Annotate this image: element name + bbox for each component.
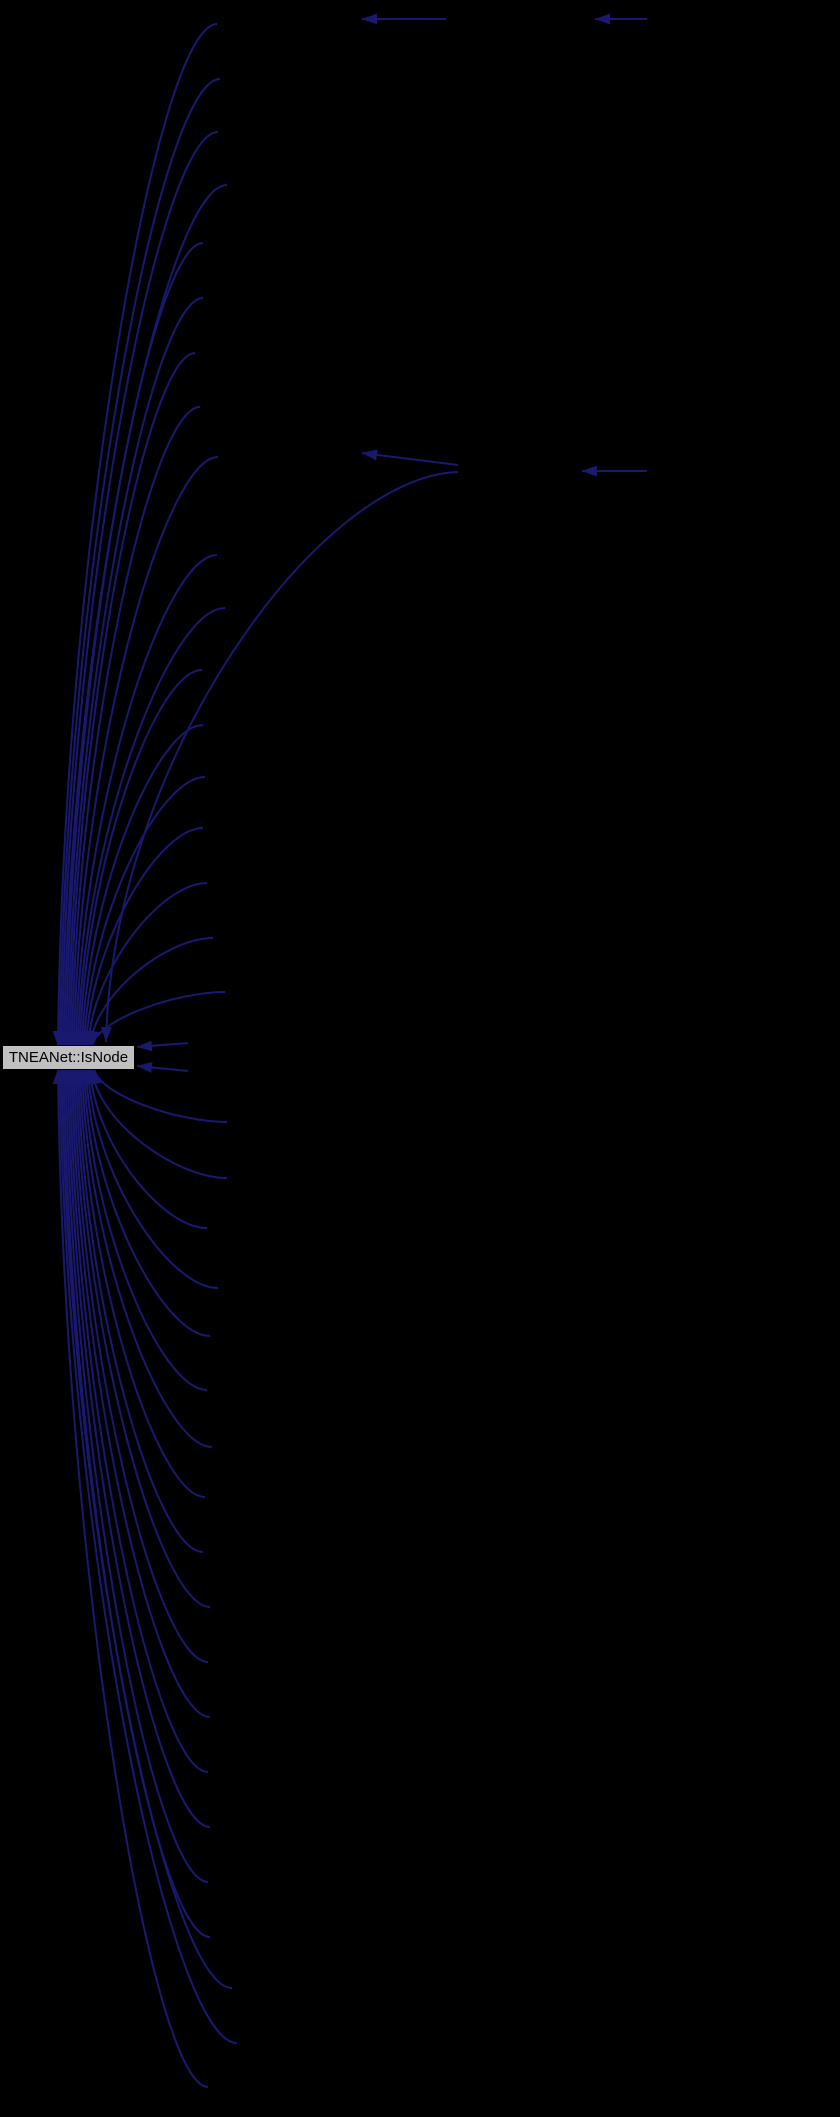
caller-edge [62, 297, 204, 1047]
caller-edge [79, 776, 206, 1047]
caller-edge [81, 827, 204, 1047]
caller-edge [68, 456, 219, 1047]
caller-edge [64, 352, 196, 1047]
caller-edge [66, 1068, 211, 1718]
caller-edge [70, 1068, 211, 1608]
caller-edge [78, 1068, 208, 1391]
caller-edge [81, 1068, 211, 1337]
graph-node-tneanet-isnode: TNEANet::IsNode [2, 1045, 135, 1070]
caller-edge [52, 1068, 209, 2088]
caller-edge [74, 669, 203, 1047]
caller-edge [76, 1068, 213, 1448]
caller-edge-long [100, 471, 459, 1043]
caller-edge [52, 23, 218, 1047]
caller-edge [74, 1068, 206, 1498]
caller-edge [58, 184, 228, 1047]
caller-edge [56, 1068, 233, 1989]
caller-edge-direct [136, 1040, 189, 1052]
caller-edge [62, 1068, 211, 1828]
caller-edge [60, 242, 204, 1047]
caller-edge [54, 1068, 238, 2044]
caller-edge [72, 1068, 204, 1553]
caller-edge [91, 1068, 228, 1123]
caller-edge [83, 1068, 219, 1289]
caller-edge [56, 131, 219, 1047]
caller-edge-direct [136, 1061, 189, 1073]
caller-edge [85, 937, 214, 1047]
caller-edge [54, 78, 221, 1047]
caller-edge [64, 1068, 209, 1773]
caller-edge [68, 1068, 209, 1663]
caller-edge [87, 1068, 228, 1179]
caller-edge [60, 1068, 209, 1883]
caller-edge [72, 607, 226, 1047]
caller-edge [85, 1068, 208, 1229]
caller-edge [66, 406, 201, 1047]
hidden-node-edge-arrow [361, 449, 459, 466]
caller-edge [83, 882, 208, 1047]
caller-edge [89, 991, 226, 1047]
graph-node-label: TNEANet::IsNode [8, 1049, 129, 1066]
caller-edge [76, 724, 204, 1047]
caller-edge [70, 554, 218, 1047]
caller-edge [58, 1068, 211, 1938]
